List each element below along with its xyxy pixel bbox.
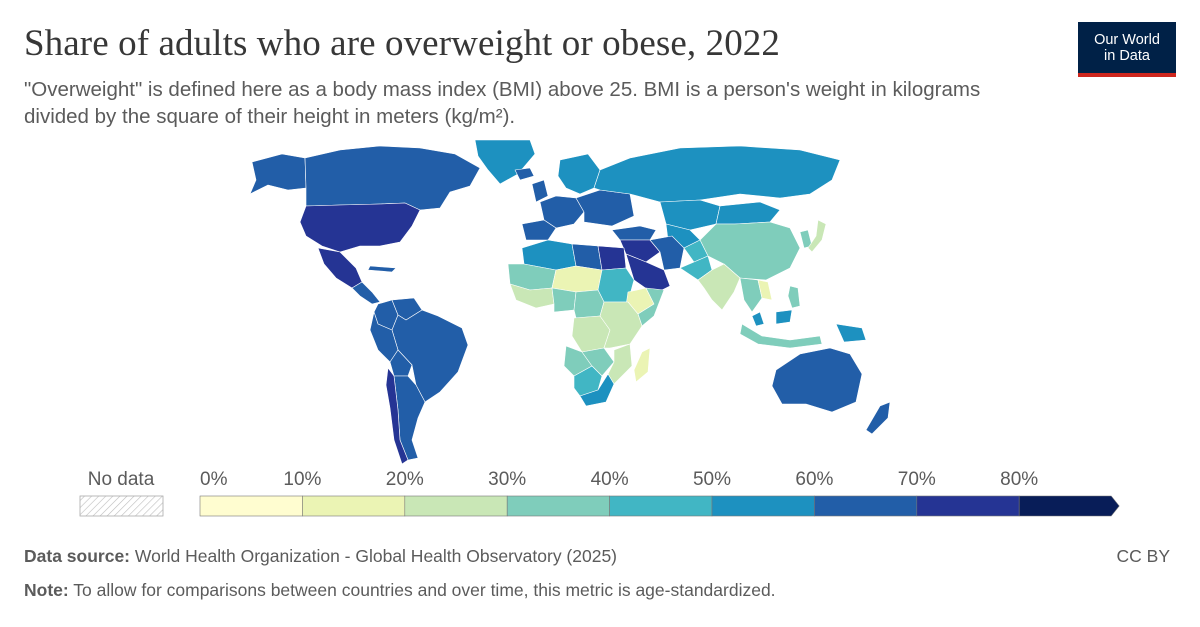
license-link[interactable]: CC BY xyxy=(1116,546,1170,566)
region-southeast-asia[interactable] xyxy=(739,277,763,313)
legend-tick-7: 70% xyxy=(898,469,936,490)
legend-bin-0[interactable] xyxy=(199,495,303,517)
legend-bin-4[interactable] xyxy=(609,495,713,517)
region-indonesia[interactable] xyxy=(739,323,823,349)
legend-bin-7[interactable] xyxy=(916,495,1020,517)
note-text: To allow for comparisons between countri… xyxy=(73,580,776,600)
data-source: Data source: World Health Organization -… xyxy=(24,546,617,567)
legend-bin-6[interactable] xyxy=(814,495,918,517)
region-eastern-europe[interactable] xyxy=(575,189,635,227)
region-zambia-zimbabwe[interactable] xyxy=(581,347,615,377)
legend-tick-2: 20% xyxy=(386,469,424,490)
data-source-label: Data source: xyxy=(24,546,131,566)
note-label: Note: xyxy=(24,580,69,600)
legend-tick-0: 0% xyxy=(200,469,228,490)
region-egypt[interactable] xyxy=(597,245,627,271)
legend-tick-3: 30% xyxy=(488,469,526,490)
region-alaska[interactable] xyxy=(249,153,307,195)
logo-line-1: Our World xyxy=(1094,31,1160,48)
legend-bin-2[interactable] xyxy=(404,495,508,517)
chart-subtitle: "Overweight" is defined here as a body m… xyxy=(24,78,981,128)
region-united-states[interactable] xyxy=(299,202,421,253)
region-mongolia[interactable] xyxy=(715,201,781,225)
legend: No data 0% 10% 20% 30% 40% 50% 60% 70% 80% xyxy=(79,469,1120,517)
region-new-zealand[interactable] xyxy=(865,401,891,435)
region-turkey[interactable] xyxy=(611,225,657,241)
region-iceland[interactable] xyxy=(514,167,535,181)
legend-ticks: 0% 10% 20% 30% 40% 50% 60% 70% 80% xyxy=(200,469,1038,490)
region-spain-portugal[interactable] xyxy=(521,219,557,241)
region-scandinavia[interactable] xyxy=(557,153,601,195)
legend-tick-5: 50% xyxy=(693,469,731,490)
world-map xyxy=(249,140,891,465)
no-data-swatch[interactable] xyxy=(79,495,164,517)
region-central-africa[interactable] xyxy=(573,289,605,319)
legend-tick-8: 80% xyxy=(1000,469,1038,490)
chart-title: Share of adults who are overweight or ob… xyxy=(24,23,780,64)
legend-bin-1[interactable] xyxy=(302,495,406,517)
region-central-america[interactable] xyxy=(351,281,381,305)
region-greenland[interactable] xyxy=(474,140,536,185)
region-madagascar[interactable] xyxy=(633,347,651,383)
owid-logo[interactable]: Our World in Data xyxy=(1078,22,1176,77)
region-canada[interactable] xyxy=(304,145,481,211)
region-japan[interactable] xyxy=(807,219,827,253)
region-malaysia[interactable] xyxy=(751,309,793,327)
region-bolivia[interactable] xyxy=(389,349,413,377)
region-russia[interactable] xyxy=(593,145,841,203)
region-middle-east[interactable] xyxy=(619,239,661,263)
region-cuba[interactable] xyxy=(367,265,397,273)
region-nigeria[interactable] xyxy=(551,287,577,313)
legend-bin-5[interactable] xyxy=(711,495,815,517)
legend-tick-6: 60% xyxy=(795,469,833,490)
map-regions xyxy=(249,140,891,465)
region-mexico[interactable] xyxy=(317,247,363,289)
region-china[interactable] xyxy=(699,221,801,281)
chart-note: Note: To allow for comparisons between c… xyxy=(24,580,776,601)
legend-tick-4: 40% xyxy=(591,469,629,490)
legend-bin-8[interactable] xyxy=(1018,495,1120,517)
region-niger-chad[interactable] xyxy=(551,265,603,293)
region-pakistan[interactable] xyxy=(679,255,713,281)
region-vietnam[interactable] xyxy=(757,279,773,301)
region-philippines[interactable] xyxy=(787,285,801,309)
legend-bin-3[interactable] xyxy=(506,495,610,517)
legend-tick-1: 10% xyxy=(283,469,321,490)
region-chile[interactable] xyxy=(385,367,409,465)
region-australia[interactable] xyxy=(771,347,863,413)
legend-bins xyxy=(199,495,1120,517)
region-united-kingdom[interactable] xyxy=(531,179,549,203)
logo-line-2: in Data xyxy=(1104,47,1150,64)
no-data-label: No data xyxy=(88,469,155,490)
region-papua-new-guinea[interactable] xyxy=(835,323,867,343)
region-east-africa[interactable] xyxy=(599,301,643,349)
region-india[interactable] xyxy=(697,263,741,311)
region-south-africa[interactable] xyxy=(579,373,615,407)
data-source-text[interactable]: World Health Organization - Global Healt… xyxy=(134,546,618,566)
